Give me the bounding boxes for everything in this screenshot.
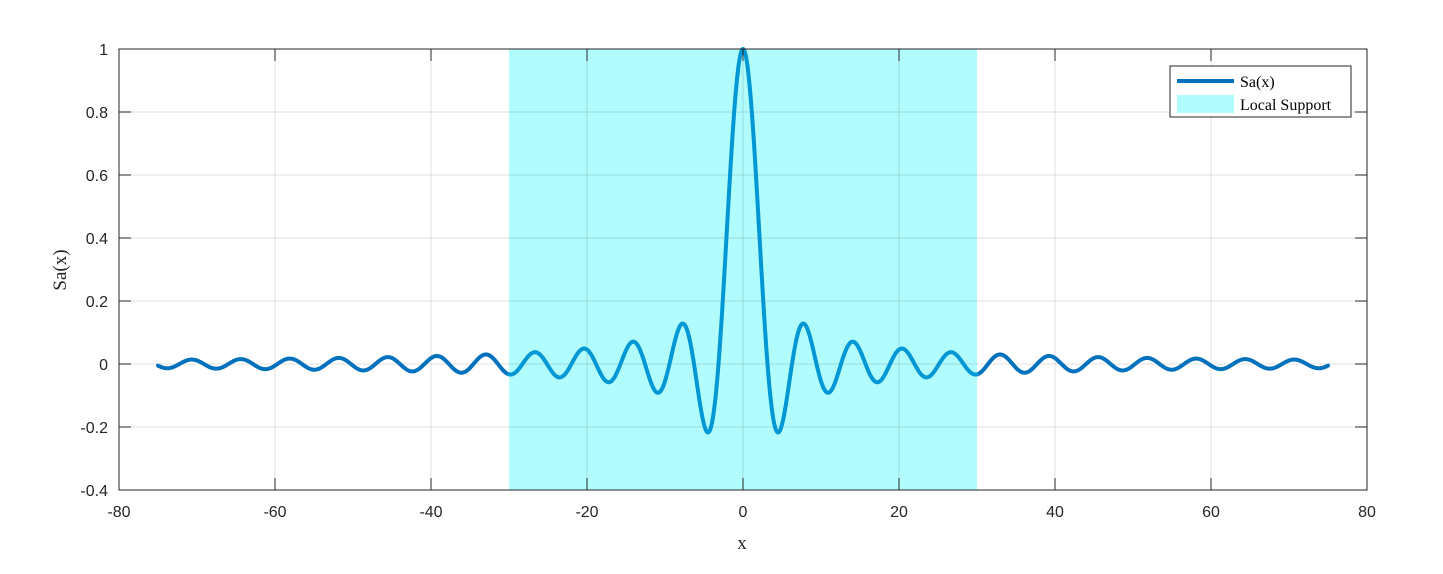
x-axis-title: x (737, 533, 747, 554)
x-tick-label: 40 (1046, 504, 1064, 521)
local-support-region (509, 49, 977, 490)
x-tick-label: -60 (263, 504, 286, 521)
y-axis-title: Sa(x) (50, 249, 71, 290)
x-tick-label: 20 (890, 504, 908, 521)
y-tick-label: 0.4 (86, 231, 108, 248)
x-tick-label: 0 (739, 504, 748, 521)
tick-label-layer: -80 -60 -40 -20 0 20 40 60 80 -0.4 -0.2 0 0.2 0.4 0.6 0… (80, 42, 1376, 521)
x-tick-label: -20 (575, 504, 598, 521)
y-tick-label: 0.6 (86, 168, 108, 185)
x-tick-label: 80 (1358, 504, 1376, 521)
y-tick-label: 0 (99, 357, 108, 374)
y-tick-label: -0.4 (80, 483, 108, 500)
y-tick-label: 0.2 (86, 294, 108, 311)
x-tick-label: -40 (419, 504, 442, 521)
legend-region-swatch (1177, 95, 1234, 113)
y-tick-label: 0.8 (86, 105, 108, 122)
series-line-right (975, 352, 1330, 377)
legend: Sa(x) Local Support (1169, 65, 1352, 118)
legend-label-region: Local Support (1240, 97, 1332, 114)
x-tick-label: 60 (1202, 504, 1220, 521)
legend-label-series: Sa(x) (1240, 74, 1275, 91)
y-tick-label: 1 (99, 42, 108, 59)
x-tick-label: -80 (107, 504, 130, 521)
series-line-left (156, 352, 511, 377)
y-tick-label: -0.2 (80, 420, 108, 437)
region-layer (509, 49, 977, 490)
axes-layer (118, 48, 1368, 491)
